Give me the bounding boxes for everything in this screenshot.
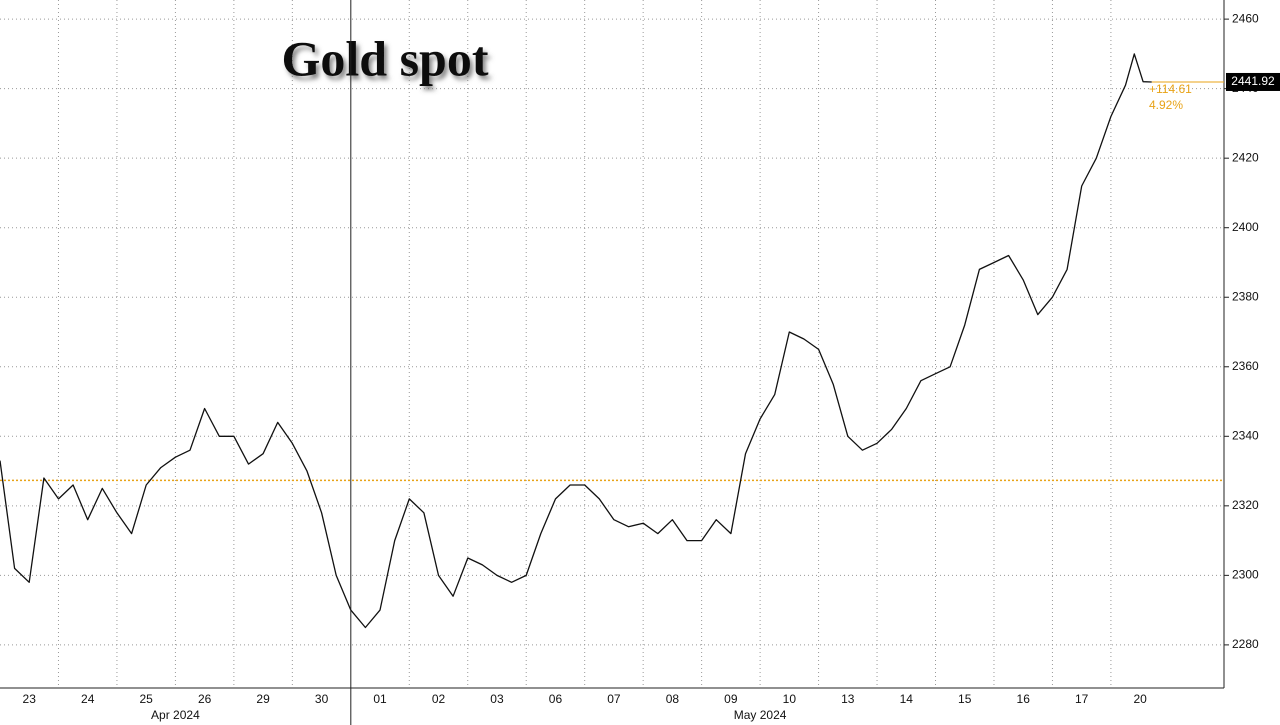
x-tick-label: 20 bbox=[1133, 692, 1147, 706]
grid bbox=[0, 0, 1224, 688]
y-tick-label: 2460 bbox=[1232, 11, 1259, 25]
last-value-label: 2441.92 bbox=[1231, 74, 1275, 88]
y-tick-label: 2400 bbox=[1232, 220, 1259, 234]
annotation: 4.92% bbox=[1149, 98, 1183, 112]
y-tick-label: 2280 bbox=[1232, 637, 1259, 651]
x-tick-label: 26 bbox=[198, 692, 212, 706]
y-tick-label: 2320 bbox=[1232, 498, 1259, 512]
x-tick-label: 14 bbox=[900, 692, 914, 706]
x-tick-label: 15 bbox=[958, 692, 972, 706]
x-tick-label: 24 bbox=[81, 692, 95, 706]
x-tick-label: 07 bbox=[607, 692, 621, 706]
x-tick-label: 25 bbox=[139, 692, 153, 706]
x-tick-label: 17 bbox=[1075, 692, 1089, 706]
annotation: +114.61 bbox=[1149, 82, 1192, 96]
x-tick-label: 06 bbox=[549, 692, 563, 706]
month-label: May 2024 bbox=[734, 708, 787, 722]
x-tick-label: 09 bbox=[724, 692, 738, 706]
x-tick-label: 30 bbox=[315, 692, 329, 706]
y-tick-label: 2300 bbox=[1232, 568, 1259, 582]
x-tick-label: 02 bbox=[432, 692, 446, 706]
x-tick-label: 10 bbox=[783, 692, 797, 706]
x-tick-label: 23 bbox=[23, 692, 37, 706]
month-label: Apr 2024 bbox=[151, 708, 200, 722]
x-tick-label: 01 bbox=[373, 692, 387, 706]
x-tick-label: 29 bbox=[256, 692, 270, 706]
chart-title: Gold spot bbox=[281, 30, 488, 86]
y-tick-label: 2420 bbox=[1232, 150, 1259, 164]
last-value-tag bbox=[1226, 72, 1280, 91]
y-tick-label: 2360 bbox=[1232, 359, 1259, 373]
price-line bbox=[0, 53, 1152, 629]
x-tick-label: 08 bbox=[666, 692, 680, 706]
x-tick-label: 03 bbox=[490, 692, 504, 706]
y-tick-label: 2340 bbox=[1232, 428, 1259, 442]
x-tick-label: 13 bbox=[841, 692, 855, 706]
plot bbox=[0, 53, 1224, 629]
x-tick-label: 16 bbox=[1017, 692, 1031, 706]
y-tick-label: 2380 bbox=[1232, 289, 1259, 303]
